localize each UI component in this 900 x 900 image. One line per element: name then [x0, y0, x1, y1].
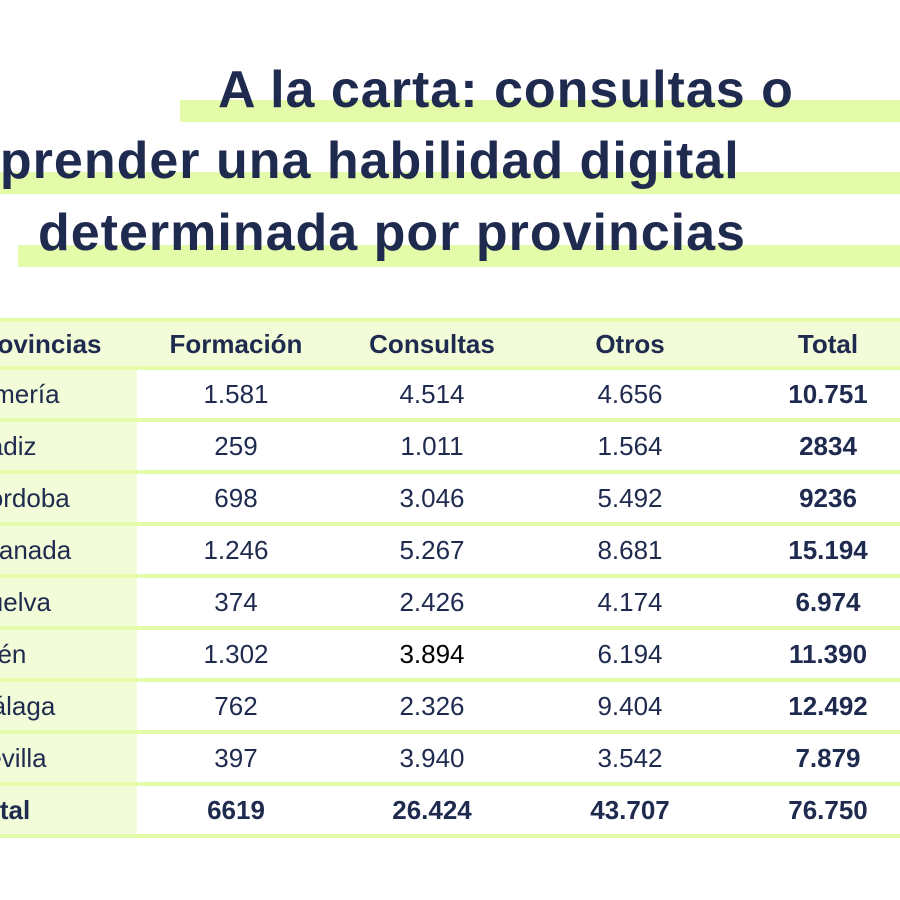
- title-line-2: aprender una habilidad digital: [0, 132, 740, 190]
- cell-consultas: 3.940: [399, 742, 465, 773]
- header-total: Total: [797, 328, 859, 359]
- cell-otros: 9.404: [597, 690, 663, 721]
- header-otros: Otros: [595, 328, 665, 359]
- first-column-bg: [0, 370, 137, 418]
- cell-consultas: 3.046: [399, 482, 465, 513]
- cell-otros: 8.681: [597, 534, 663, 565]
- title-highlight-2: [0, 172, 900, 194]
- cell-otros: 5.492: [597, 482, 663, 513]
- cell-otros: 6.194: [597, 638, 663, 669]
- cell-formacion: 698: [214, 482, 258, 513]
- cell-formacion: 259: [214, 430, 258, 461]
- header-provincias: Provincias: [0, 328, 102, 359]
- cell-total: 6.974: [795, 586, 861, 617]
- first-column-bg: [0, 578, 137, 626]
- cell-province: Cádiz: [0, 430, 37, 461]
- cell-consultas: 2.326: [399, 690, 465, 721]
- cell-total: 7.879: [795, 742, 861, 773]
- total-formacion: 6619: [207, 794, 265, 825]
- first-column-bg: [0, 474, 137, 522]
- cell-formacion: 397: [214, 742, 258, 773]
- cell-consultas: 1.011: [400, 430, 464, 461]
- title-highlight-1: [180, 100, 900, 122]
- header-formacion: Formación: [169, 328, 303, 359]
- cell-province: Almería: [0, 378, 60, 409]
- cell-consultas: 2.426: [399, 586, 465, 617]
- cell-total: 11.390: [788, 638, 868, 669]
- header-consultas: Consultas: [369, 328, 495, 359]
- cell-formacion: 1.581: [203, 378, 269, 409]
- cell-formacion: 1.246: [203, 534, 269, 565]
- table-row: Almería 1.581 4.514 4.656 10.751: [0, 370, 900, 422]
- cell-total: 10.751: [788, 378, 868, 409]
- title-line-1: A la carta: consultas o: [218, 61, 794, 119]
- title-line-3: determinada por provincias: [38, 204, 746, 262]
- cell-province: Málaga: [0, 690, 56, 721]
- table-header-row: Provincias Formación Consultas Otros Tot…: [0, 318, 900, 370]
- first-column-bg: [0, 422, 137, 470]
- cell-consultas: 4.514: [399, 378, 465, 409]
- cell-otros: 3.542: [597, 742, 663, 773]
- cell-otros: 1.564: [597, 430, 663, 461]
- first-column-bg: [0, 682, 137, 730]
- provinces-table: Provincias Formación Consultas Otros Tot…: [0, 318, 900, 838]
- cell-province: Córdoba: [0, 482, 70, 513]
- first-column-bg: [0, 526, 137, 574]
- total-total: 76.750: [788, 794, 868, 825]
- total-label: Total: [0, 794, 31, 825]
- table-row: Granada 1.246 5.267 8.681 15.194: [0, 526, 900, 578]
- cell-total: 15.194: [788, 534, 868, 565]
- table-row: Huelva 374 2.426 4.174 6.974: [0, 578, 900, 630]
- cell-consultas: 5.267: [399, 534, 465, 565]
- cell-formacion: 374: [214, 586, 258, 617]
- cell-total: 12.492: [788, 690, 868, 721]
- first-column-bg: [0, 786, 137, 834]
- cell-province: Granada: [0, 534, 72, 565]
- total-otros: 43.707: [590, 794, 670, 825]
- cell-province: Sevilla: [0, 742, 47, 773]
- total-consultas: 26.424: [392, 794, 472, 825]
- cell-province: Jaén: [0, 638, 27, 669]
- cell-otros: 4.656: [597, 378, 663, 409]
- cell-total: 9236: [799, 482, 857, 513]
- cell-total: 2834: [799, 430, 857, 461]
- cell-formacion: 762: [214, 690, 258, 721]
- table-row: Cádiz 259 1.011 1.564 2834: [0, 422, 900, 474]
- cell-consultas: 3.894: [399, 638, 465, 669]
- cell-otros: 4.174: [597, 586, 663, 617]
- title-highlight-3: [18, 245, 900, 267]
- table-row: Málaga 762 2.326 9.404 12.492: [0, 682, 900, 734]
- table-row: Sevilla 397 3.940 3.542 7.879: [0, 734, 900, 786]
- table-row: Jaén 1.302 3.894 6.194 11.390: [0, 630, 900, 682]
- table-total-row: Total 6619 26.424 43.707 76.750: [0, 786, 900, 838]
- first-column-bg: [0, 734, 137, 782]
- table-row: Córdoba 698 3.046 5.492 9236: [0, 474, 900, 526]
- first-column-bg: [0, 630, 137, 678]
- cell-formacion: 1.302: [203, 638, 269, 669]
- cell-province: Huelva: [0, 586, 51, 617]
